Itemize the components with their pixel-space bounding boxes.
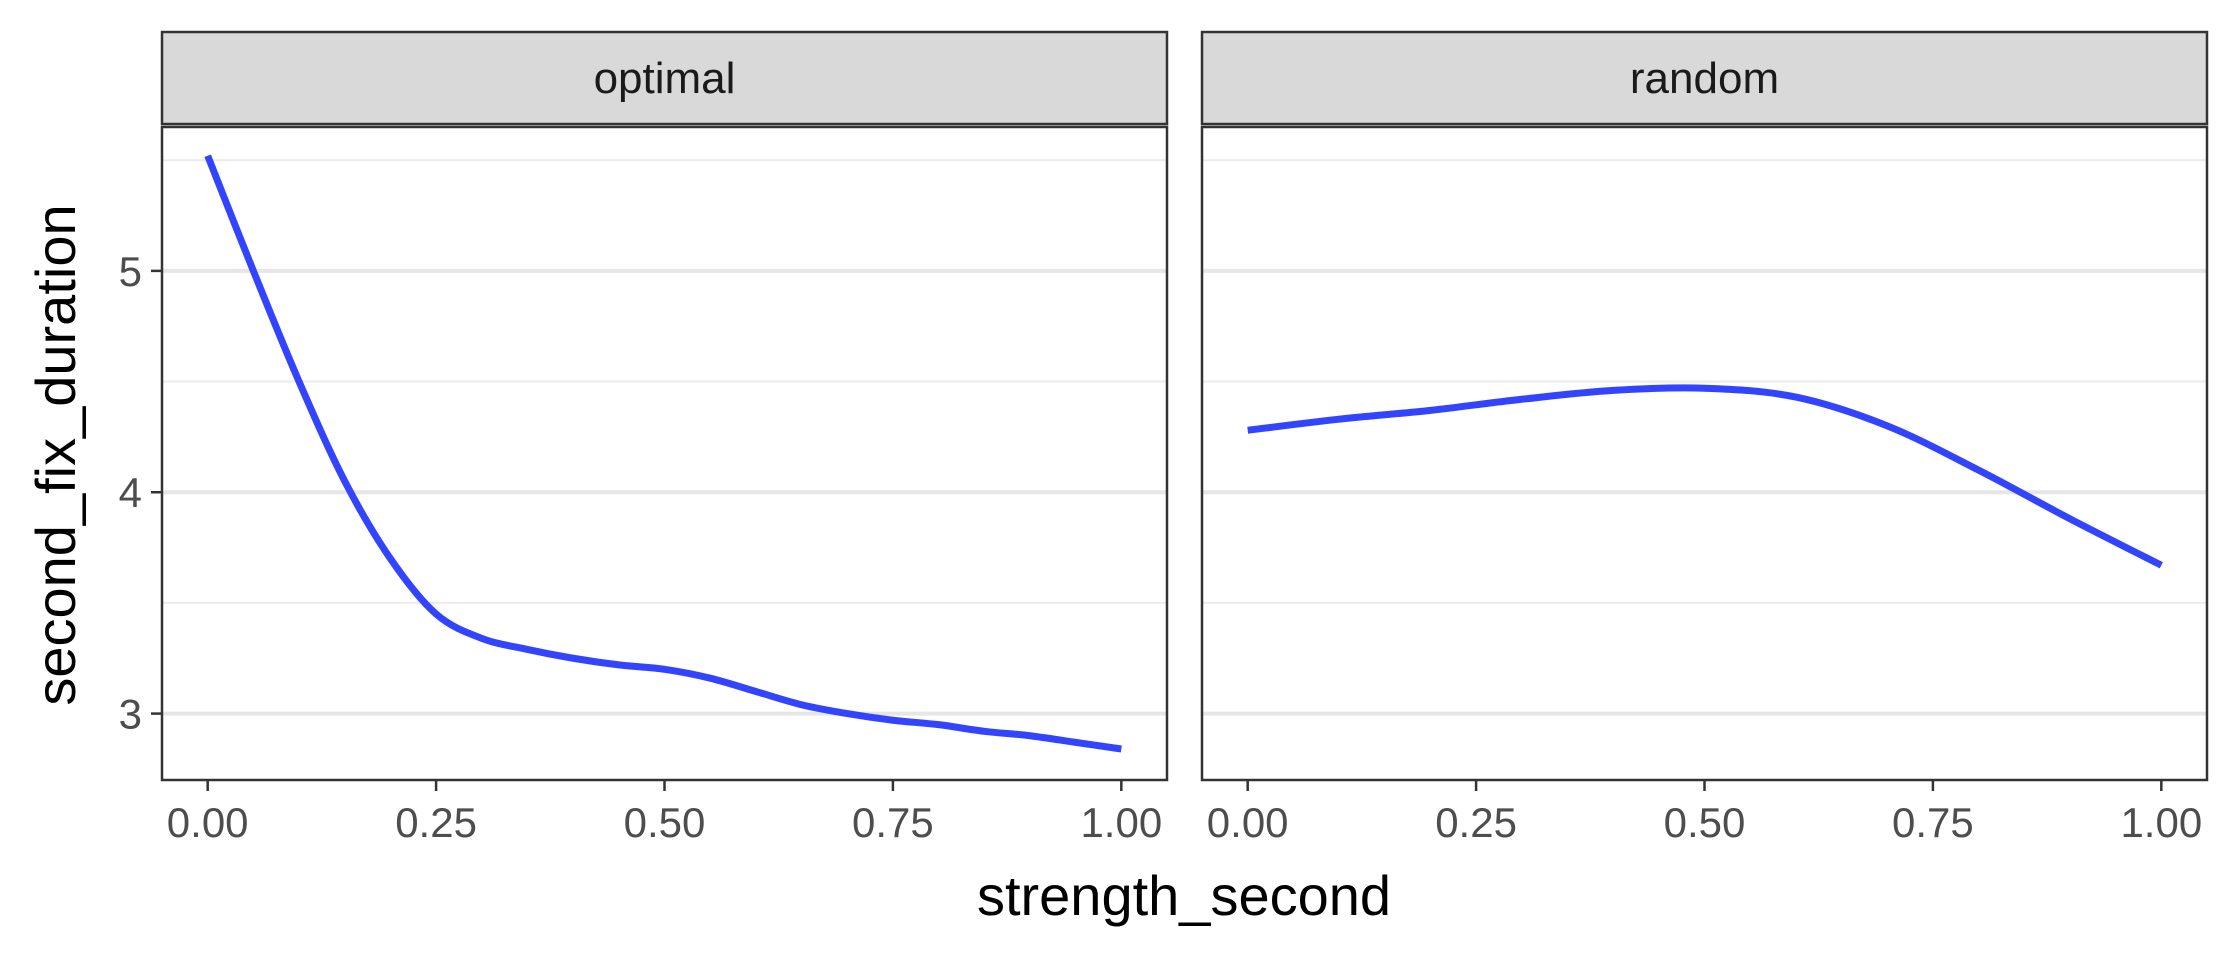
x-tick-label: 0.50	[624, 799, 706, 846]
series-line-random	[1247, 384, 2163, 569]
facet-strip	[160, 30, 1169, 126]
y-tick-label: 4	[119, 469, 142, 516]
x-tick-label: 0.25	[1435, 799, 1517, 846]
facet-strip-label: random	[1630, 54, 1779, 103]
x-axis-title: strength_second	[977, 864, 1391, 927]
panels-group: optimal 0.00 0.25 0.50 0.75 1.00 3 4 5 random 0.00…	[119, 30, 2209, 846]
panel-optimal: optimal 0.00 0.25 0.50 0.75 1.00 3 4 5	[119, 30, 1169, 846]
x-tick-label: 0.50	[1664, 799, 1746, 846]
facet-strip-label: optimal	[594, 54, 736, 103]
panel-random: random 0.00 0.25 0.50 0.75 1.00	[1200, 30, 2209, 846]
x-tick-label: 0.75	[852, 799, 934, 846]
y-tick-label: 3	[119, 691, 142, 738]
panel-background	[1202, 127, 2207, 780]
x-tick-label: 1.00	[2120, 799, 2202, 846]
x-tick-label: 1.00	[1080, 799, 1162, 846]
panel-background	[162, 127, 1167, 780]
x-tick-label: 0.00	[1207, 799, 1289, 846]
y-tick-label: 5	[119, 248, 142, 295]
x-tick-label: 0.00	[167, 799, 249, 846]
x-tick-label: 0.25	[395, 799, 477, 846]
facet-strip	[1200, 30, 2209, 126]
series-line-optimal	[204, 154, 1122, 753]
x-tick-label: 0.75	[1892, 799, 1974, 846]
y-axis-title: second_fix_duration	[24, 204, 87, 705]
